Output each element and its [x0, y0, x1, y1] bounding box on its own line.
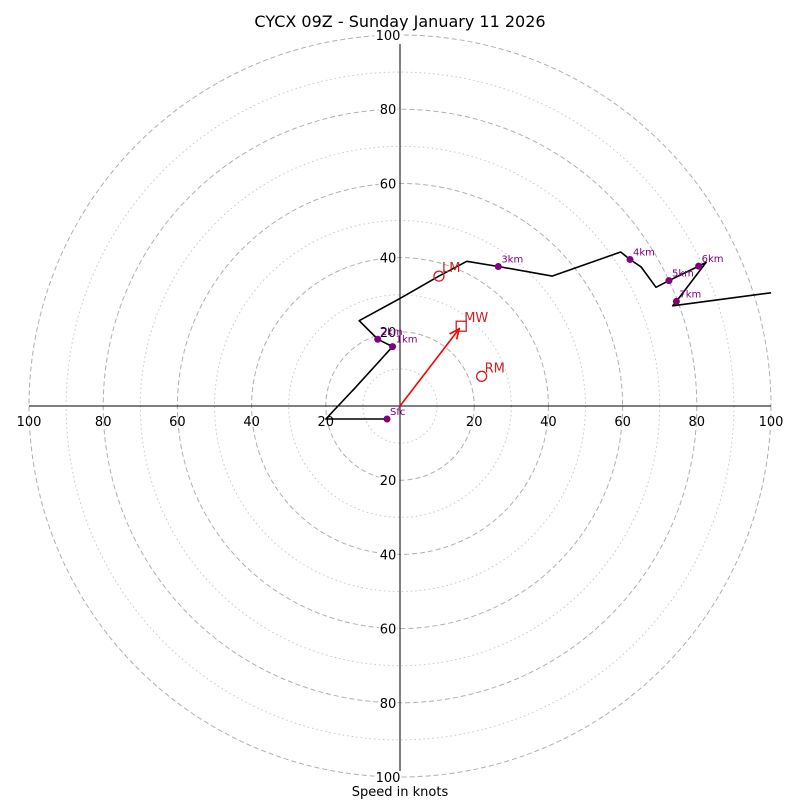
x-tick-label: 80 [95, 415, 112, 430]
tick-label-background [378, 251, 398, 267]
tick-label-background [378, 548, 398, 564]
x-tick-label: 60 [169, 415, 186, 430]
height-marker-label: 5km [672, 269, 694, 280]
x-axis-label: Speed in knots [352, 785, 449, 800]
tick-label-background [378, 177, 398, 193]
axes: 100 80 60 40 20 20 40 60 80 100 100 80 60 40 20 20 40 60 8… [17, 29, 784, 786]
y-tick-label: 40 [380, 548, 397, 563]
tick-label-background [378, 696, 398, 712]
mean-wind-vector [399, 329, 459, 407]
storm-motion-markers: LM MW RM [399, 261, 505, 407]
height-marker-label: 2km [381, 327, 403, 338]
chart-title: CYCX 09Z - Sunday January 11 2026 [254, 12, 545, 31]
height-marker-dot [494, 263, 502, 271]
height-marker-dot [383, 415, 391, 423]
left-mover-marker [433, 270, 445, 282]
x-tick-label: 40 [243, 415, 260, 430]
y-tick-label: 60 [380, 177, 397, 192]
left-mover-label: LM [442, 261, 460, 276]
y-tick-label: 40 [380, 252, 397, 267]
right-mover-label: RM [485, 361, 505, 376]
height-marker-label: 7km [679, 289, 701, 300]
height-marker-label: 6km [702, 254, 724, 265]
x-tick-label: 100 [17, 415, 42, 430]
y-tick-label: 80 [380, 697, 397, 712]
y-tick-label: 100 [376, 29, 401, 44]
mean-wind-marker [455, 320, 467, 332]
height-marker-label: 1km [396, 335, 418, 346]
hodograph-trace-line [324, 251, 772, 420]
y-tick-label: 60 [380, 623, 397, 638]
y-tick-label: 80 [380, 103, 397, 118]
height-marker-dot [672, 297, 680, 305]
y-tick-label: 100 [376, 771, 401, 786]
height-marker-label: 4km [633, 247, 655, 258]
tick-label-background [378, 474, 398, 490]
height-marker-dot [626, 255, 634, 263]
right-mover-marker [475, 370, 488, 382]
tick-label-background [378, 103, 398, 119]
height-marker-label: 3km [501, 255, 523, 266]
height-marker-label: Sfc [390, 407, 405, 418]
tick-label-background [378, 325, 398, 341]
wind-trace [324, 251, 772, 420]
height-marker-dot [374, 335, 382, 343]
y-tick-label: 20 [380, 326, 397, 341]
tick-label-background [374, 29, 402, 44]
x-tick-label: 100 [759, 415, 784, 430]
tick-label-background [378, 622, 398, 638]
x-tick-label: 60 [614, 415, 631, 430]
x-tick-label: 40 [540, 415, 557, 430]
tick-label-background [374, 771, 402, 786]
x-tick-label: 20 [466, 415, 483, 430]
mean-wind-label: MW [464, 311, 488, 326]
y-tick-label: 20 [380, 474, 397, 489]
x-tick-label: 20 [318, 415, 335, 430]
height-marker-dot [695, 262, 703, 270]
height-marker-dot [665, 277, 673, 285]
height-marker-dot [389, 343, 397, 351]
x-tick-label: 80 [689, 415, 706, 430]
